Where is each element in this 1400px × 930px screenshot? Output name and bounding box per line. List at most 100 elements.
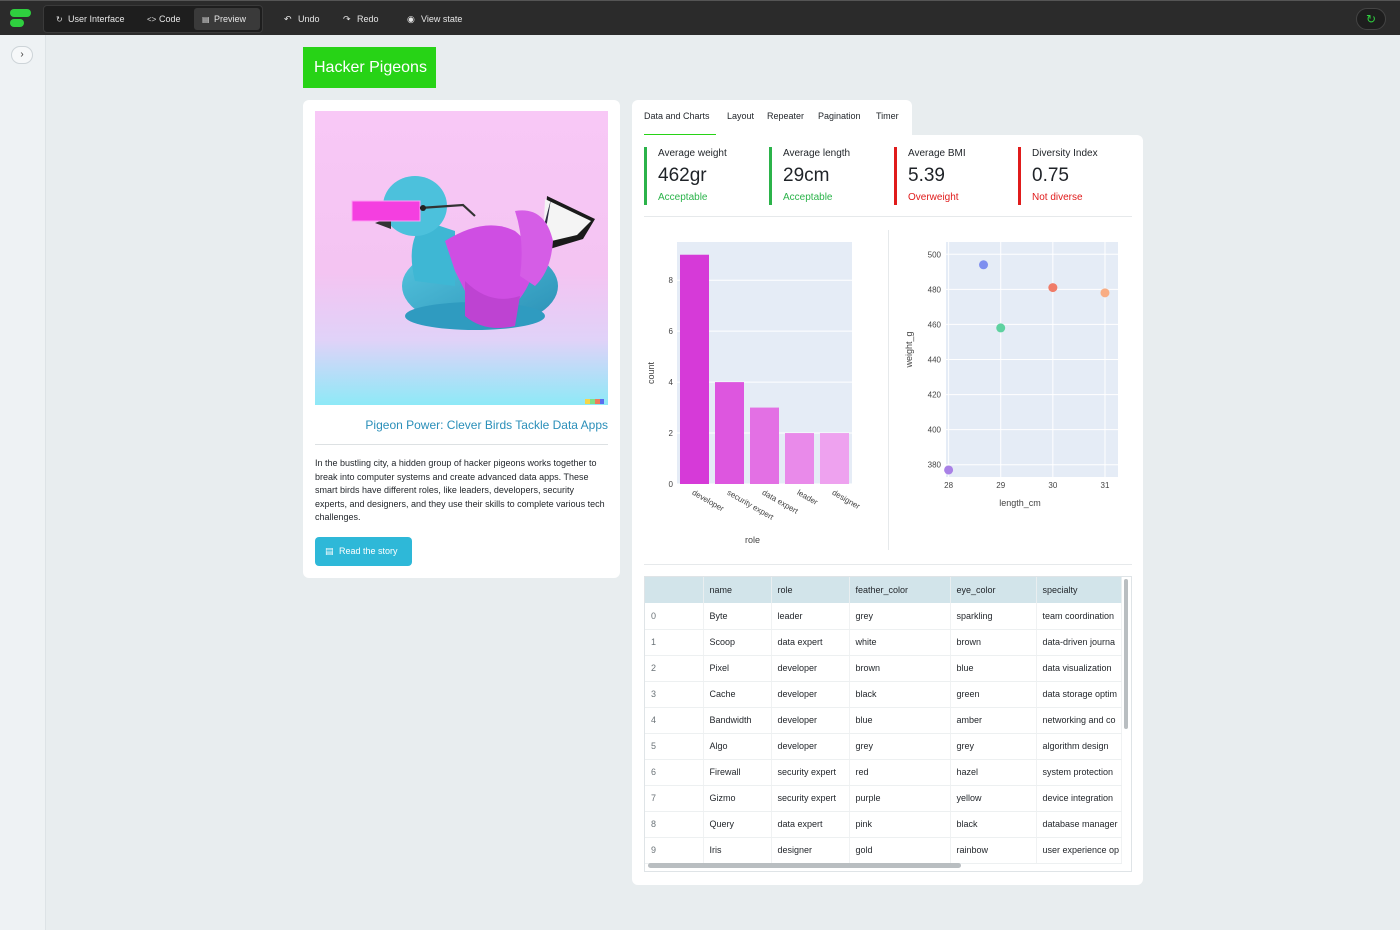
table-cell: data-driven journa xyxy=(1036,629,1122,656)
table-cell: security expert xyxy=(771,785,850,812)
chart-table-divider xyxy=(644,564,1132,565)
kpi-average-bmi: Average BMI 5.39 Overweight xyxy=(894,147,966,205)
table-cell: device integration xyxy=(1036,785,1122,812)
table-cell: purple xyxy=(849,785,951,812)
x-tick-label: 31 xyxy=(1101,481,1110,490)
row-index-cell: 8 xyxy=(645,811,704,838)
scatter-point xyxy=(979,260,989,270)
table-row[interactable]: 8 Query data expert pink black database manag… xyxy=(645,811,1122,838)
x-tick-label: developer xyxy=(691,488,726,514)
table-cell: developer xyxy=(771,655,850,682)
table-vertical-scrollbar[interactable] xyxy=(1124,579,1128,729)
x-tick-label: 28 xyxy=(944,481,953,490)
tab-timer[interactable]: Timer xyxy=(876,111,899,121)
tab-data-and-charts[interactable]: Data and Charts xyxy=(644,111,710,121)
bar-leader xyxy=(785,433,814,484)
table-cell: data expert xyxy=(771,811,850,838)
table-cell: Query xyxy=(703,811,772,838)
kpi-average-weight: Average weight 462gr Acceptable xyxy=(644,147,727,205)
table-cell: system protection xyxy=(1036,759,1122,786)
column-header[interactable] xyxy=(645,577,704,603)
table-row[interactable]: 0 Byte leader grey sparkling team coordinatio… xyxy=(645,603,1122,630)
sidebar-toggle-button[interactable]: › xyxy=(11,46,33,64)
table-cell: yellow xyxy=(950,785,1037,812)
column-header[interactable]: feather_color xyxy=(849,577,951,603)
tab-bar: Data and Charts Layout Repeater Paginati… xyxy=(632,100,912,136)
table-cell: algorithm design xyxy=(1036,733,1122,760)
pigeon-image xyxy=(315,111,608,405)
table-cell: brown xyxy=(849,655,951,682)
table-cell: green xyxy=(950,681,1037,708)
row-index-cell: 3 xyxy=(645,681,704,708)
x-axis-label: role xyxy=(745,535,760,545)
y-tick-label: 440 xyxy=(928,356,942,365)
kpi-average-length: Average length 29cm Acceptable xyxy=(769,147,850,205)
book-icon: ▤ xyxy=(325,546,334,556)
bar-designer xyxy=(820,433,849,484)
view-state-button[interactable]: ◉ View state xyxy=(407,8,462,30)
preview-mode-button[interactable]: ▤ Preview xyxy=(194,8,260,30)
table-cell: developer xyxy=(771,681,850,708)
table-cell: Iris xyxy=(703,837,772,864)
code-mode-button[interactable]: <> Code xyxy=(139,8,187,30)
tab-layout[interactable]: Layout xyxy=(727,111,755,121)
x-tick-label: 30 xyxy=(1048,481,1057,490)
row-index-cell: 0 xyxy=(645,603,704,630)
length-weight-scatter-chart: 380 400 420 440 460 480 500 28 29 30 31 length_cm we… xyxy=(904,242,1118,508)
table-horizontal-scrollbar[interactable] xyxy=(648,863,961,868)
column-header[interactable]: eye_color xyxy=(950,577,1037,603)
app-logo[interactable] xyxy=(10,9,31,27)
table-row[interactable]: 5 Algo developer grey grey algorithm design xyxy=(645,733,1122,760)
table-cell: data storage optim xyxy=(1036,681,1122,708)
user-interface-mode-button[interactable]: ↻ User Interface xyxy=(48,8,134,30)
active-tab-indicator xyxy=(644,134,716,135)
redo-button[interactable]: ↷ Redo xyxy=(343,8,379,30)
mode-switcher: ↻ User Interface <> Code ▤ Preview xyxy=(43,5,263,33)
story-text: In the bustling city, a hidden group of … xyxy=(315,458,605,523)
scatter-point xyxy=(944,465,954,475)
column-header[interactable]: role xyxy=(771,577,850,603)
tab-repeater[interactable]: Repeater xyxy=(767,111,805,121)
y-tick-label: 0 xyxy=(669,480,674,489)
table-row[interactable]: 2 Pixel developer brown blue data visualizati… xyxy=(645,655,1122,682)
row-index-cell: 4 xyxy=(645,707,704,734)
y-tick-label: 2 xyxy=(669,429,674,438)
eye-icon: ◉ xyxy=(407,14,415,24)
page-title: Hacker Pigeons xyxy=(303,47,436,88)
table-row[interactable]: 1 Scoop data expert white brown data-driven j… xyxy=(645,629,1122,656)
table-cell: Pixel xyxy=(703,655,772,682)
pigeon-data-table[interactable]: name role feather_color eye_color specialty … xyxy=(644,576,1132,872)
table-cell: Byte xyxy=(703,603,772,630)
y-tick-label: 380 xyxy=(928,461,942,470)
row-index-cell: 7 xyxy=(645,785,704,812)
table-cell: sparkling xyxy=(950,603,1037,630)
story-title-link[interactable]: Pigeon Power: Clever Birds Tackle Data A… xyxy=(365,418,608,432)
y-tick-label: 480 xyxy=(928,285,942,294)
bar-developer xyxy=(680,254,709,484)
table-cell: Cache xyxy=(703,681,772,708)
table-row[interactable]: 4 Bandwidth developer blue amber networking a… xyxy=(645,707,1122,734)
column-header[interactable]: specialty xyxy=(1036,577,1122,603)
column-header[interactable]: name xyxy=(703,577,772,603)
undo-button[interactable]: ↶ Undo xyxy=(284,8,320,30)
preview-icon: ▤ xyxy=(202,15,210,24)
x-tick-label: leader xyxy=(796,488,820,507)
table-row[interactable]: 9 Iris designer gold rainbow user experience … xyxy=(645,837,1122,864)
table-row[interactable]: 7 Gizmo security expert purple yellow device … xyxy=(645,785,1122,812)
kpi-diversity-index: Diversity Index 0.75 Not diverse xyxy=(1018,147,1098,205)
read-story-button[interactable]: ▤ Read the story xyxy=(315,537,412,566)
table-row[interactable]: 3 Cache developer black green data storage op… xyxy=(645,681,1122,708)
table-row[interactable]: 6 Firewall security expert red hazel system p… xyxy=(645,759,1122,786)
table-cell: leader xyxy=(771,603,850,630)
y-tick-label: 460 xyxy=(928,320,942,329)
table-cell: blue xyxy=(950,655,1037,682)
table-cell: developer xyxy=(771,707,850,734)
table-cell: grey xyxy=(950,733,1037,760)
refresh-button[interactable]: ↻ xyxy=(1356,8,1386,30)
table-cell: data visualization xyxy=(1036,655,1122,682)
tab-pagination[interactable]: Pagination xyxy=(818,111,861,121)
story-divider xyxy=(315,444,608,445)
y-tick-label: 400 xyxy=(928,426,942,435)
table-cell: Bandwidth xyxy=(703,707,772,734)
